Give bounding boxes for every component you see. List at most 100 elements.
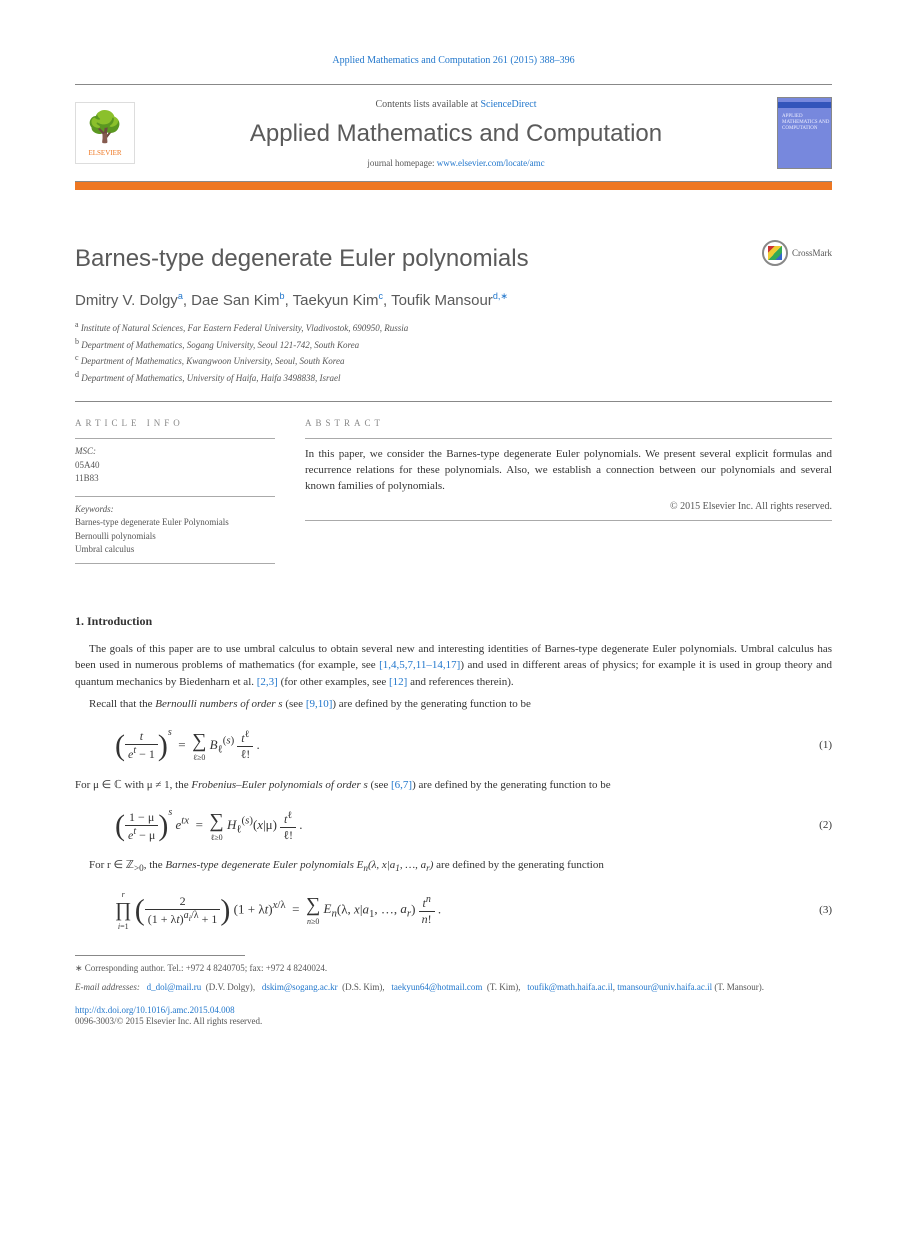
- author-4: Toufik Mansour: [391, 292, 493, 309]
- p3-c: ) are defined by the generating function…: [412, 779, 611, 791]
- msc-code-2: 11B83: [75, 472, 275, 486]
- equation-3-number: (3): [792, 904, 832, 916]
- email-4[interactable]: toufik@math.haifa.ac.il: [527, 982, 613, 992]
- abstract-text: In this paper, we consider the Barnes-ty…: [305, 438, 832, 495]
- equation-1-number: (1): [792, 739, 832, 751]
- issn-copyright: 0096-3003/© 2015 Elsevier Inc. All right…: [75, 1015, 832, 1028]
- author-2-sup: b: [280, 291, 285, 301]
- keyword-3: Umbral calculus: [75, 543, 275, 557]
- p2-em: Bernoulli numbers of order s: [155, 698, 282, 710]
- p2-c: ) are defined by the generating function…: [332, 698, 531, 710]
- aff-c-sup: c: [75, 353, 79, 362]
- article-info-column: ARTICLE INFO MSC: 05A40 11B83 Keywords: …: [75, 418, 275, 574]
- corresponding-footnote: ∗ Corresponding author. Tel.: +972 4 824…: [75, 962, 832, 976]
- keyword-1: Barnes-type degenerate Euler Polynomials: [75, 516, 275, 530]
- crossmark-badge[interactable]: CrossMark: [762, 240, 832, 266]
- email-2[interactable]: dskim@sogang.ac.kr: [262, 982, 338, 992]
- ref-link-5[interactable]: [6,7]: [391, 779, 412, 791]
- journal-cover-thumbnail: APPLIED MATHEMATICS AND COMPUTATION: [777, 97, 832, 169]
- doi-line: http://dx.doi.org/10.1016/j.amc.2015.04.…: [75, 1005, 832, 1015]
- intro-para-2: Recall that the Bernoulli numbers of ord…: [75, 696, 832, 713]
- aff-d-sup: d: [75, 370, 79, 379]
- intro-para-3: For μ ∈ ℂ with μ ≠ 1, the Frobenius–Eule…: [75, 777, 832, 794]
- email-1[interactable]: d_dol@mail.ru: [147, 982, 202, 992]
- authors-line: Dmitry V. Dolgya, Dae San Kimb, Taekyun …: [75, 291, 832, 309]
- p2-b: (see: [283, 698, 306, 710]
- email-footnote: E-mail addresses: d_dol@mail.ru (D.V. Do…: [75, 981, 832, 995]
- orange-accent-bar: [75, 182, 832, 190]
- p4-em: Barnes-type degenerate Euler polynomials…: [165, 859, 363, 871]
- keywords-block: Keywords: Barnes-type degenerate Euler P…: [75, 496, 275, 564]
- journal-name: Applied Mathematics and Computation: [135, 120, 777, 148]
- info-abstract-row: ARTICLE INFO MSC: 05A40 11B83 Keywords: …: [75, 401, 832, 574]
- equation-2-number: (2): [792, 819, 832, 831]
- author-3-sup: c: [379, 291, 384, 301]
- email-5[interactable]: tmansour@univ.haifa.ac.il: [617, 982, 712, 992]
- equation-2: (1 − μet − μ)s etx = ∑ℓ≥0 Hℓ(s)(x|μ) tℓℓ…: [75, 807, 792, 843]
- p2-a: Recall that the: [89, 698, 155, 710]
- p1-d: and references therein).: [407, 676, 513, 688]
- email-2-who: (D.S. Kim): [342, 982, 382, 992]
- author-1: Dmitry V. Dolgy: [75, 292, 178, 309]
- p4-em2: (λ, x|a: [368, 859, 395, 871]
- doi-link[interactable]: http://dx.doi.org/10.1016/j.amc.2015.04.…: [75, 1005, 235, 1015]
- p4-c: are defined by the generating function: [433, 859, 603, 871]
- journal-cover-text: APPLIED MATHEMATICS AND COMPUTATION: [782, 114, 831, 132]
- elsevier-label: ELSEVIER: [88, 149, 121, 157]
- aff-c: Department of Mathematics, Kwangwoon Uni…: [81, 356, 345, 366]
- copyright-line: © 2015 Elsevier Inc. All rights reserved…: [305, 501, 832, 512]
- ref-link-3[interactable]: [12]: [389, 676, 407, 688]
- p3-a: For μ ∈ ℂ with μ ≠ 1, the: [75, 779, 191, 791]
- email-1-who: (D.V. Dolgy): [206, 982, 253, 992]
- ref-link-2[interactable]: [2,3]: [257, 676, 278, 688]
- crossmark-label: CrossMark: [792, 248, 832, 258]
- elsevier-logo: 🌳 ELSEVIER: [75, 102, 135, 164]
- p4-sub: >0: [134, 863, 144, 873]
- equation-1: (tet − 1)s = ∑ℓ≥0 Bℓ(s) tℓℓ! .: [75, 727, 792, 763]
- journal-header-box: 🌳 ELSEVIER Contents lists available at S…: [75, 84, 832, 182]
- crossmark-icon: [762, 240, 788, 266]
- msc-block: MSC: 05A40 11B83: [75, 438, 275, 486]
- p4-a: For r ∈ ℤ: [89, 859, 134, 871]
- author-3: Taekyun Kim: [293, 292, 379, 309]
- intro-para-1: The goals of this paper are to use umbra…: [75, 641, 832, 691]
- homepage-line: journal homepage: www.elsevier.com/locat…: [135, 158, 777, 168]
- p4-em3: , …, a: [400, 859, 426, 871]
- ref-link-4[interactable]: [9,10]: [306, 698, 333, 710]
- contents-line: Contents lists available at ScienceDirec…: [135, 99, 777, 110]
- p1-c: (for other examples, see: [278, 676, 389, 688]
- ref-link-1[interactable]: [1,4,5,7,11–14,17]: [379, 659, 460, 671]
- article-title: Barnes-type degenerate Euler polynomials: [75, 245, 832, 273]
- footnote-divider: [75, 955, 245, 956]
- contents-prefix: Contents lists available at: [375, 99, 480, 110]
- aff-b-sup: b: [75, 337, 79, 346]
- abstract-column: ABSTRACT In this paper, we consider the …: [305, 418, 832, 574]
- sciencedirect-link[interactable]: ScienceDirect: [480, 99, 536, 110]
- equation-2-row: (1 − μet − μ)s etx = ∑ℓ≥0 Hℓ(s)(x|μ) tℓℓ…: [75, 807, 832, 843]
- equation-3: r∏i=1 (2(1 + λt)ai/λ + 1) (1 + λt)x/λ = …: [75, 890, 792, 931]
- author-2: Dae San Kim: [191, 292, 279, 309]
- email-3-who: (T. Kim): [487, 982, 518, 992]
- msc-label: MSC:: [75, 445, 275, 459]
- email-label: E-mail addresses:: [75, 982, 140, 992]
- abstract-title: ABSTRACT: [305, 418, 832, 428]
- aff-b: Department of Mathematics, Sogang Univer…: [81, 340, 359, 350]
- email-5-who: (T. Mansour).: [714, 982, 764, 992]
- keywords-label: Keywords:: [75, 503, 275, 517]
- p4-b: , the: [144, 859, 166, 871]
- homepage-link[interactable]: www.elsevier.com/locate/amc: [437, 158, 545, 168]
- p3-em: Frobenius–Euler polynomials of order s: [191, 779, 367, 791]
- aff-a: Institute of Natural Sciences, Far Easte…: [81, 323, 408, 333]
- author-4-sup: d,∗: [493, 291, 508, 301]
- equation-3-row: r∏i=1 (2(1 + λt)ai/λ + 1) (1 + λt)x/λ = …: [75, 890, 832, 931]
- affiliations: a Institute of Natural Sciences, Far Eas…: [75, 319, 832, 385]
- elsevier-tree-icon: 🌳: [85, 109, 125, 149]
- aff-d: Department of Mathematics, University of…: [81, 373, 340, 383]
- email-3[interactable]: taekyun64@hotmail.com: [391, 982, 482, 992]
- equation-1-row: (tet − 1)s = ∑ℓ≥0 Bℓ(s) tℓℓ! . (1): [75, 727, 832, 763]
- author-1-sup: a: [178, 291, 183, 301]
- keyword-2: Bernoulli polynomials: [75, 530, 275, 544]
- header-citation: Applied Mathematics and Computation 261 …: [75, 55, 832, 66]
- intro-para-4: For r ∈ ℤ>0, the Barnes-type degenerate …: [75, 857, 832, 876]
- p3-b: (see: [368, 779, 391, 791]
